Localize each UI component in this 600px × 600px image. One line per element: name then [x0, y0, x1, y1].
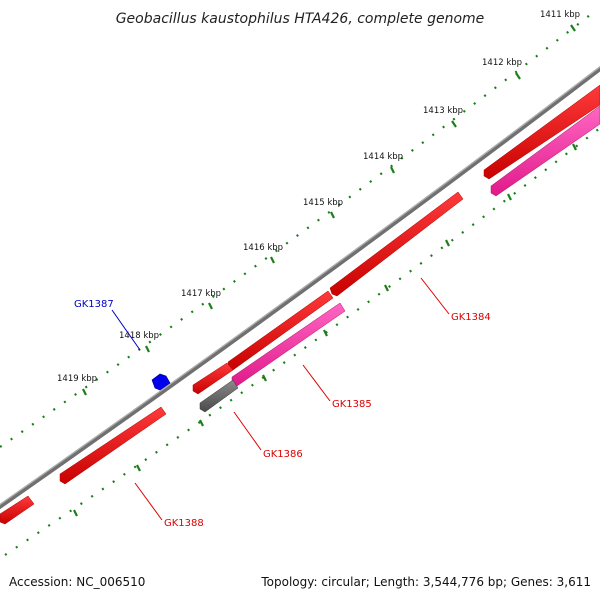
topology-text: Topology: circular; Length: 3,544,776 bp…: [260, 575, 591, 589]
gene-feature-bottom-left[interactable]: [0, 495, 35, 525]
major-tick: [390, 166, 395, 174]
gene-label-gk1388[interactable]: GK1388: [164, 518, 204, 529]
inner-major-ticks: [73, 143, 577, 517]
major-tick: [73, 509, 78, 517]
tick-label-1417: 1417 kbp: [181, 289, 221, 299]
gene-label-gk1385[interactable]: GK1385: [332, 399, 372, 410]
major-tick: [572, 143, 577, 151]
major-tick: [270, 256, 275, 264]
map-title: Geobacillus kaustophilus HTA426, complet…: [116, 11, 485, 27]
gene-gk1384-feature[interactable]: [329, 191, 464, 297]
gene-label-gk1384-group: GK1384: [420, 277, 491, 323]
major-tick: [451, 120, 457, 128]
gene-feature-top-right[interactable]: [483, 84, 600, 180]
leader-line-gk1387: [111, 309, 141, 351]
tick-label-1412: 1412 kbp: [482, 58, 522, 68]
major-tick: [323, 329, 328, 337]
accession-text: Accession: NC_006510: [9, 575, 145, 589]
genome-backbone: [0, 65, 600, 510]
leader-line-gk1384: [420, 277, 450, 315]
gene-label-gk1387[interactable]: GK1387: [74, 299, 114, 310]
tick-label-1414: 1414 kbp: [363, 152, 403, 162]
major-tick: [507, 193, 512, 201]
gene-label-gk1387-group: GK1387: [74, 299, 141, 351]
gene-gk1385-feature[interactable]: [231, 302, 346, 387]
major-tick: [82, 388, 87, 396]
major-tick: [570, 24, 576, 32]
tick-label-1415: 1415 kbp: [303, 198, 343, 208]
gene-gk1386-red-feature[interactable]: [192, 362, 234, 395]
genome-backbone-highlight: [0, 66, 600, 506]
gene-feature-top-right-pink[interactable]: [490, 105, 600, 197]
tick-label-1418: 1418 kbp: [119, 331, 159, 341]
gene-label-gk1386-group: GK1386: [233, 411, 303, 460]
major-tick: [445, 239, 450, 247]
major-tick: [384, 284, 389, 292]
gene-label-gk1386[interactable]: GK1386: [263, 449, 303, 460]
outer-major-ticks: [82, 24, 576, 396]
gene-label-gk1384[interactable]: GK1384: [451, 312, 491, 323]
tick-label-1411: 1411 kbp: [540, 10, 580, 20]
major-tick: [515, 72, 521, 80]
leader-line-gk1388: [134, 482, 163, 521]
leader-line-gk1386: [233, 411, 262, 451]
gene-label-gk1388-group: GK1388: [134, 482, 204, 529]
major-tick: [208, 302, 213, 310]
major-tick: [145, 345, 150, 353]
major-tick: [330, 211, 335, 219]
tick-label-1419: 1419 kbp: [57, 374, 97, 384]
gene-gk1386-gray-feature[interactable]: [199, 379, 239, 413]
tick-label-1413: 1413 kbp: [423, 106, 463, 116]
inner-dotted-ring: [4, 127, 600, 556]
upper-track: [0, 84, 600, 525]
gene-gk1387-feature[interactable]: [151, 373, 171, 391]
major-tick: [199, 419, 204, 427]
major-tick: [262, 374, 267, 382]
lower-track: [199, 105, 600, 413]
outer-dotted-ring: [0, 14, 591, 448]
tick-label-1416: 1416 kbp: [243, 243, 283, 253]
major-tick: [136, 464, 141, 472]
gene-gk1388-feature[interactable]: [59, 406, 167, 485]
gene-label-gk1385-group: GK1385: [302, 364, 372, 410]
leader-line-gk1385: [302, 364, 331, 402]
